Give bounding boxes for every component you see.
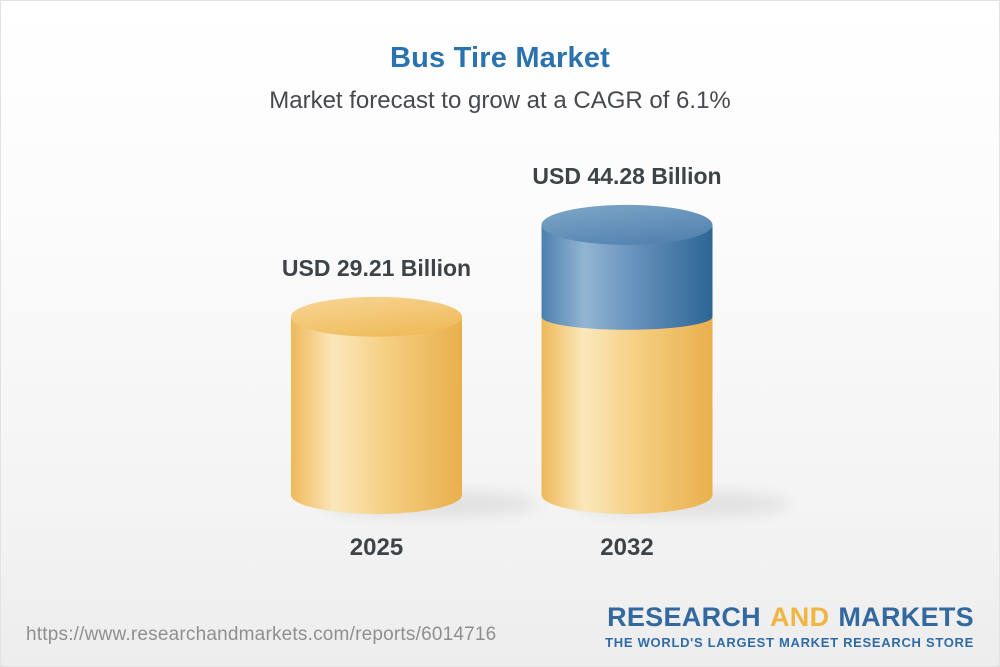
bar-2032 xyxy=(541,204,713,514)
logo-word-and: AND xyxy=(769,602,830,632)
bar-2025-cap xyxy=(291,296,462,337)
bar-2025-body xyxy=(291,316,462,514)
category-label-2032: 2032 xyxy=(600,534,654,561)
bar-2025 xyxy=(291,296,462,514)
category-label-2025: 2025 xyxy=(349,534,404,561)
value-label-2032: USD 44.28 Billion xyxy=(532,162,722,189)
bar-2032-cap xyxy=(541,204,713,245)
value-label-2025: USD 29.21 Billion xyxy=(281,254,472,281)
logo-tagline: THE WORLD'S LARGEST MARKET RESEARCH STOR… xyxy=(605,635,974,650)
research-and-markets-logo: RESEARCH AND MARKETS THE WORLD'S LARGEST… xyxy=(605,604,974,650)
report-url: https://www.researchandmarkets.com/repor… xyxy=(26,624,497,645)
bar-2032-growth-segment xyxy=(541,224,713,330)
page-subtitle: Market forecast to grow at a CAGR of 6.1… xyxy=(269,87,731,114)
logo-word-research: RESEARCH xyxy=(607,602,761,632)
logo-wordmark: RESEARCH AND MARKETS xyxy=(605,604,974,631)
page-title: Bus Tire Market xyxy=(389,42,611,74)
bar-2032-base-segment xyxy=(541,316,713,514)
logo-word-markets: MARKETS xyxy=(838,602,974,632)
